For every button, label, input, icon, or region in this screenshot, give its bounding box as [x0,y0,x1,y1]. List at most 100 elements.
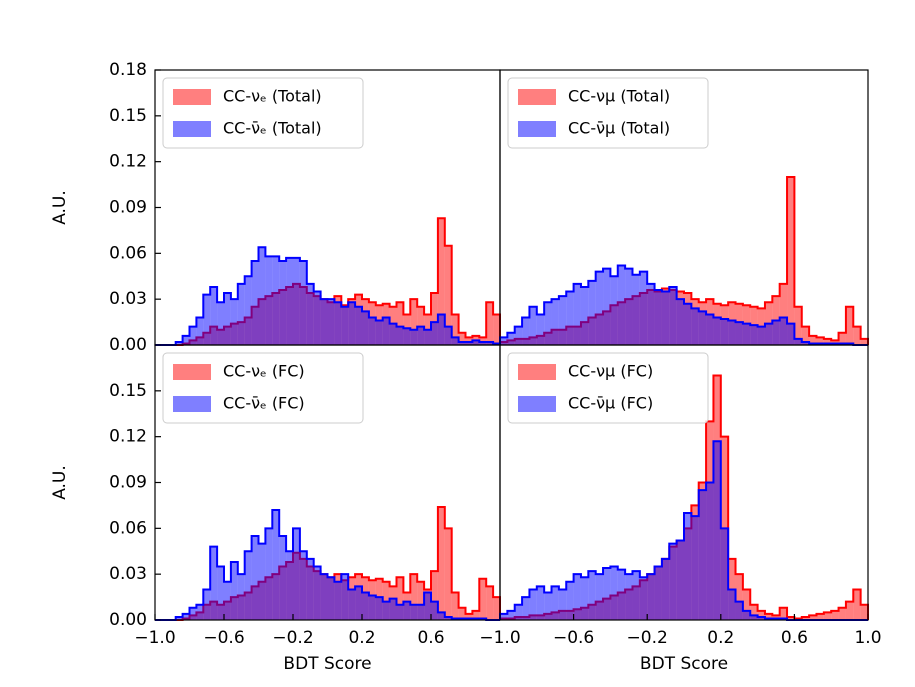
histogram-bar [175,341,183,345]
legend-box [162,352,364,424]
histogram-bar [410,574,418,620]
histogram-bar [801,616,810,620]
histogram-bar [362,311,369,345]
histogram-bar [486,302,494,345]
histogram-bar [203,589,211,620]
histogram-bar [293,257,300,345]
histogram-bar [706,482,714,620]
legend-label: CC-νₑ (FC) [223,362,305,381]
y-tick-label: 0.15 [109,381,147,401]
y-tick-label: 0.06 [109,518,147,538]
x-tick-label: 0.2 [348,628,375,648]
histogram-bar [272,510,280,620]
histogram-bar [831,610,839,620]
histogram-bar [720,319,729,345]
histogram-bar [514,326,523,345]
histogram-bar [860,338,868,345]
histogram-bar [272,256,280,345]
histogram-bar [479,578,487,620]
histogram-bar [632,274,640,345]
y-axis-label: A.U. [50,190,70,225]
histogram-bar [603,268,611,345]
histogram-bar [801,326,810,345]
y-axis-label: A.U. [50,465,70,500]
histogram-bar [251,535,259,620]
histogram-bar [639,577,648,620]
histogram-bar [757,326,765,345]
histogram-bar [661,291,670,345]
histogram-bar [368,595,376,620]
histogram-bar [742,323,751,345]
legend-swatch [518,364,556,380]
histogram-bar [580,286,589,345]
histogram-bar [551,299,559,345]
x-tick-label: −1.0 [134,628,175,648]
histogram-bar [486,586,494,620]
histogram-bar [396,326,404,345]
histogram-bar [348,302,356,345]
histogram-bar [196,317,204,345]
histogram-bar [410,329,418,345]
histogram-outline [499,440,868,621]
y-tick-label: 0.15 [109,106,147,126]
x-tick-label: 1.0 [854,628,881,648]
histogram-bar [389,323,397,345]
histogram-bar [465,613,473,620]
histogram-bar [625,268,633,345]
histogram-bar [794,306,802,345]
histogram-bar [764,323,773,345]
histogram-bar [410,299,418,345]
histogram-bar [306,283,314,345]
histogram-bar [348,589,356,620]
histogram-bar [417,581,425,620]
histogram-bar [647,574,655,620]
histogram-bar [544,302,552,345]
histogram-bar [279,535,287,620]
histogram-bar [265,256,273,345]
histogram-outline [155,509,500,621]
histogram-bar [558,296,567,345]
histogram-bar [320,299,328,345]
histogram-bar [816,337,824,345]
histogram-bar [306,558,314,620]
histogram-bar [735,601,743,620]
histogram-bar [845,306,854,345]
histogram-bar [189,326,197,345]
histogram-bar [500,613,508,620]
histogram-bar [237,574,245,620]
histogram-bar [493,314,500,345]
histogram-bar [573,574,581,620]
histogram-bar [175,616,183,620]
histogram-bar [838,332,846,345]
legend-swatch [173,396,211,412]
histogram-bar [444,616,452,620]
histogram-bar [500,337,508,345]
histogram-bar [265,528,273,620]
histogram-bar [750,325,758,345]
histogram-bar [750,604,758,620]
histogram-bar [588,571,596,620]
histogram-bar [444,326,452,345]
histogram-bar [299,260,307,345]
y-tick-label: 0.06 [109,243,147,263]
histogram-bar [334,302,342,345]
legend-swatch [173,121,211,137]
legend-label: CC-νₑ (Total) [223,87,322,106]
histogram-bar [735,574,743,620]
histogram-bar [224,293,231,345]
histogram-bar [217,566,224,620]
histogram-bar [522,317,530,345]
histogram-bar [458,332,466,345]
histogram-bar [647,283,655,345]
histogram-bar [787,616,795,620]
histogram-bar [735,322,743,345]
y-tick-label: 0.12 [109,152,147,172]
histogram-bar [654,290,662,345]
histogram-bar [196,604,204,620]
histogram-bar [493,597,500,620]
histogram-bar [728,320,736,345]
y-tick-label: 0.03 [109,564,147,584]
histogram-bar [860,604,868,620]
histogram-bar [507,332,515,345]
